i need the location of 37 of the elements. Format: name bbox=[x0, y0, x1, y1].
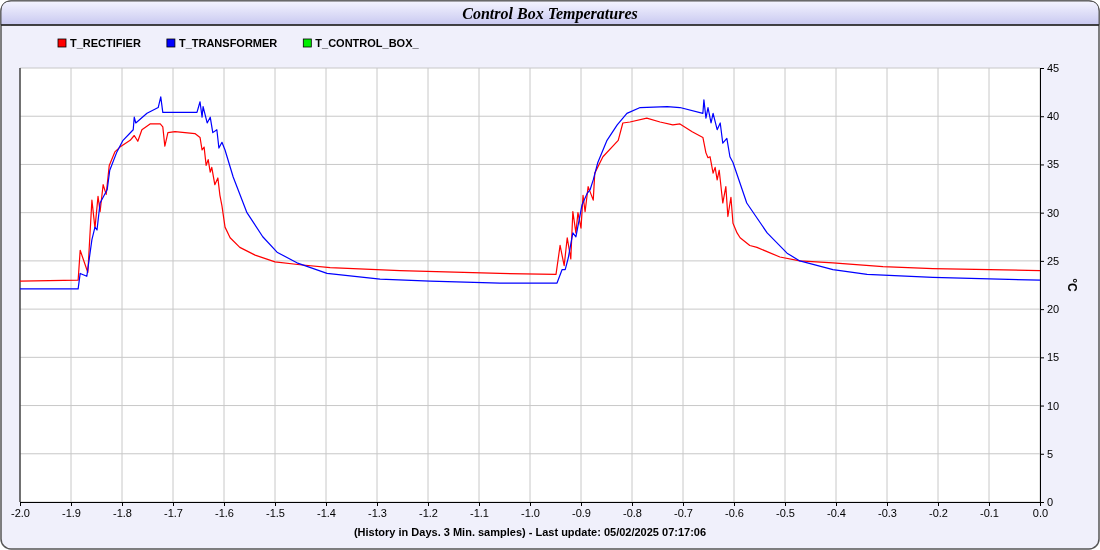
y-tick-label: 25 bbox=[1047, 254, 1060, 267]
y-tick-label: 5 bbox=[1047, 447, 1054, 460]
x-tick-label: -0.4 bbox=[827, 506, 846, 519]
x-tick-label: -1.6 bbox=[215, 506, 234, 519]
x-tick-label: -1.2 bbox=[419, 506, 438, 519]
x-tick-label: -0.3 bbox=[878, 506, 897, 519]
x-tick-label: -0.8 bbox=[623, 506, 642, 519]
y-tick-label: 0 bbox=[1047, 496, 1054, 509]
x-tick-label: -1.8 bbox=[113, 506, 132, 519]
y-tick-label: 10 bbox=[1047, 399, 1060, 412]
y-axis-title: °C bbox=[1065, 278, 1079, 293]
y-tick-label: 20 bbox=[1047, 303, 1060, 316]
x-tick-label: -1.7 bbox=[164, 506, 183, 519]
x-tick-label: -1.3 bbox=[368, 506, 387, 519]
y-tick-label: 15 bbox=[1047, 351, 1060, 364]
legend-label: T_CONTROL_BOX_ bbox=[315, 37, 420, 49]
x-tick-label: -0.5 bbox=[776, 506, 795, 519]
x-tick-label: -1.4 bbox=[317, 506, 336, 519]
y-tick-label: 35 bbox=[1047, 158, 1060, 171]
y-tick-label: 45 bbox=[1047, 62, 1060, 75]
x-tick-label: -0.7 bbox=[674, 506, 693, 519]
x-tick-label: 0.0 bbox=[1032, 506, 1049, 519]
chart-title: Control Box Temperatures bbox=[462, 5, 638, 23]
y-tick-label: 30 bbox=[1047, 206, 1060, 219]
x-tick-label: -1.1 bbox=[470, 506, 489, 519]
x-tick-label: -0.6 bbox=[725, 506, 744, 519]
x-tick-label: -1.0 bbox=[521, 506, 540, 519]
x-tick-label: -1.5 bbox=[266, 506, 285, 519]
x-tick-label: -0.2 bbox=[929, 506, 948, 519]
legend-label: T_RECTIFIER bbox=[70, 37, 141, 49]
x-tick-label: -0.9 bbox=[572, 506, 591, 519]
y-tick-label: 40 bbox=[1047, 110, 1060, 123]
legend-label: T_TRANSFORMER bbox=[178, 37, 278, 49]
x-tick-label: -0.1 bbox=[980, 506, 999, 519]
x-tick-label: -1.9 bbox=[62, 506, 81, 519]
x-tick-label: -2.0 bbox=[11, 506, 30, 519]
x-axis-title: (History in Days. 3 Min. samples) - Last update: 05/02/2025 07:17:06 bbox=[353, 526, 707, 538]
